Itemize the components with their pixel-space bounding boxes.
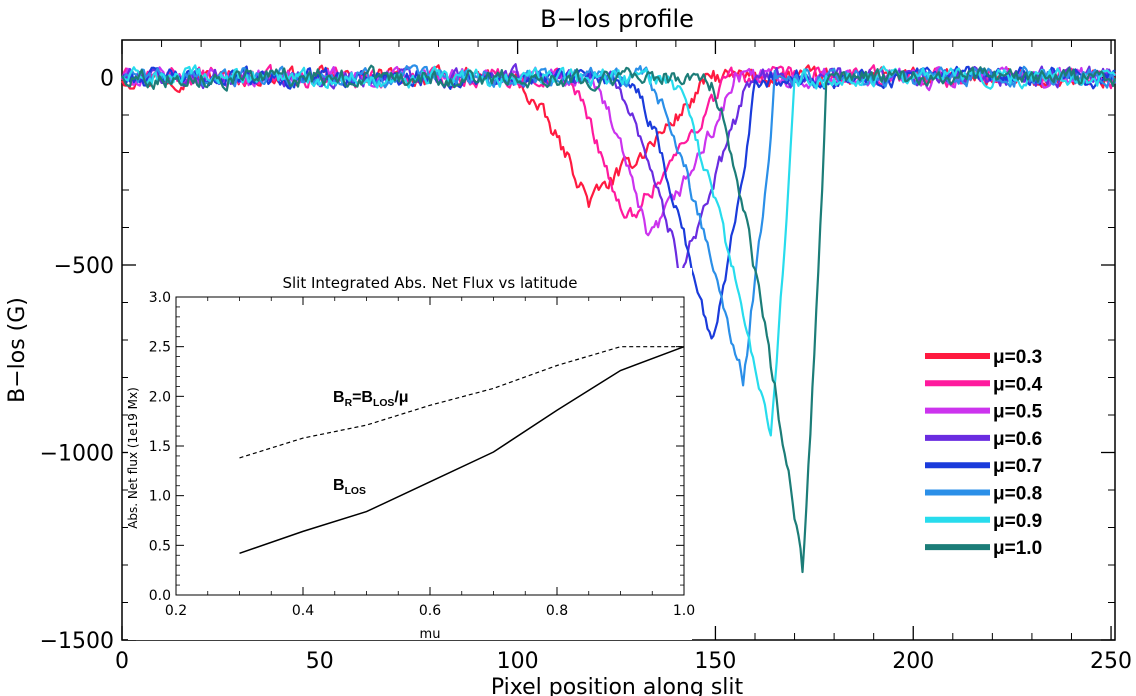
inset-line-b-radial — [239, 346, 684, 459]
inset-y-tick-label: 3.0 — [149, 290, 171, 306]
legend-label: μ=0.4 — [993, 374, 1043, 395]
legend-label: μ=0.3 — [993, 347, 1042, 368]
x-tick-label: 100 — [497, 649, 539, 674]
main-y-axis-label: B−los (G) — [5, 297, 30, 403]
inset-background — [128, 268, 692, 640]
inset-y-tick-label: 2.0 — [149, 389, 171, 405]
y-tick-label: −1500 — [40, 629, 114, 654]
series-line-mu-5 — [120, 65, 1117, 237]
legend: μ=0.3 μ=0.4 μ=0.5 μ=0.6 μ=0.7 μ=0.8 μ=0.9 μ=1.0 — [925, 347, 1043, 559]
y-tick-label: 0 — [100, 67, 114, 92]
inset-x-tick-label: 0.6 — [419, 603, 441, 619]
y-tick-label: −500 — [54, 254, 114, 279]
legend-label: μ=0.9 — [993, 511, 1042, 532]
inset-y-tick-label: 0.0 — [149, 588, 171, 604]
inset-annotation-b-los: BLOS — [333, 477, 366, 497]
y-tick-label: −1000 — [40, 442, 114, 467]
inset-y-axis-label: Abs. Net flux (1e19 Mx) — [126, 387, 140, 529]
x-tick-label: 0 — [115, 649, 129, 674]
inset-y-tick-label: 0.5 — [149, 538, 171, 554]
legend-label: μ=0.8 — [993, 484, 1042, 505]
series-line-mu-6 — [121, 63, 1116, 277]
x-tick-label: 250 — [1090, 649, 1132, 674]
x-tick-label: 200 — [892, 649, 934, 674]
inset-x-axis-label: mu — [420, 627, 441, 642]
legend-label: μ=0.5 — [993, 402, 1043, 423]
inset-x-tick-label: 0.2 — [165, 603, 187, 619]
inset-chart: Slit Integrated Abs. Net Flux vs latitud… — [126, 268, 695, 642]
inset-chart-title: Slit Integrated Abs. Net Flux vs latitud… — [282, 274, 577, 292]
inset-line-b-los — [239, 345, 685, 555]
series-line-mu-7 — [121, 65, 1116, 340]
inset-annotation-b-radial: BR=BLOS/μ — [333, 389, 409, 409]
x-tick-label: 50 — [306, 649, 334, 674]
inset-y-tick-label: 2.5 — [149, 340, 171, 356]
inset-x-tick-label: 0.8 — [546, 603, 568, 619]
main-x-axis-label: Pixel position along slit — [491, 675, 744, 696]
inset-x-tick-label: 1.0 — [673, 603, 695, 619]
legend-label: μ=0.7 — [993, 456, 1042, 477]
inset-y-tick-label: 1.5 — [149, 439, 171, 455]
legend-label: μ=1.0 — [993, 538, 1042, 559]
inset-y-tick-label: 1.0 — [149, 489, 171, 505]
inset-x-tick-label: 0.4 — [292, 603, 314, 619]
x-tick-label: 150 — [694, 649, 736, 674]
main-chart-title: B−los profile — [540, 5, 694, 33]
series-line-mu-10 — [121, 64, 1117, 574]
main-plot-area: 0 50 100 150 200 250 0 −500 −1000 −1500 — [40, 39, 1132, 674]
legend-label: μ=0.6 — [993, 429, 1042, 450]
inset-plot-area: 0.2 0.4 0.6 0.8 1.0 0.0 0.5 1.0 1.5 2.0 2.5 3.0 BR=B… — [149, 290, 695, 619]
